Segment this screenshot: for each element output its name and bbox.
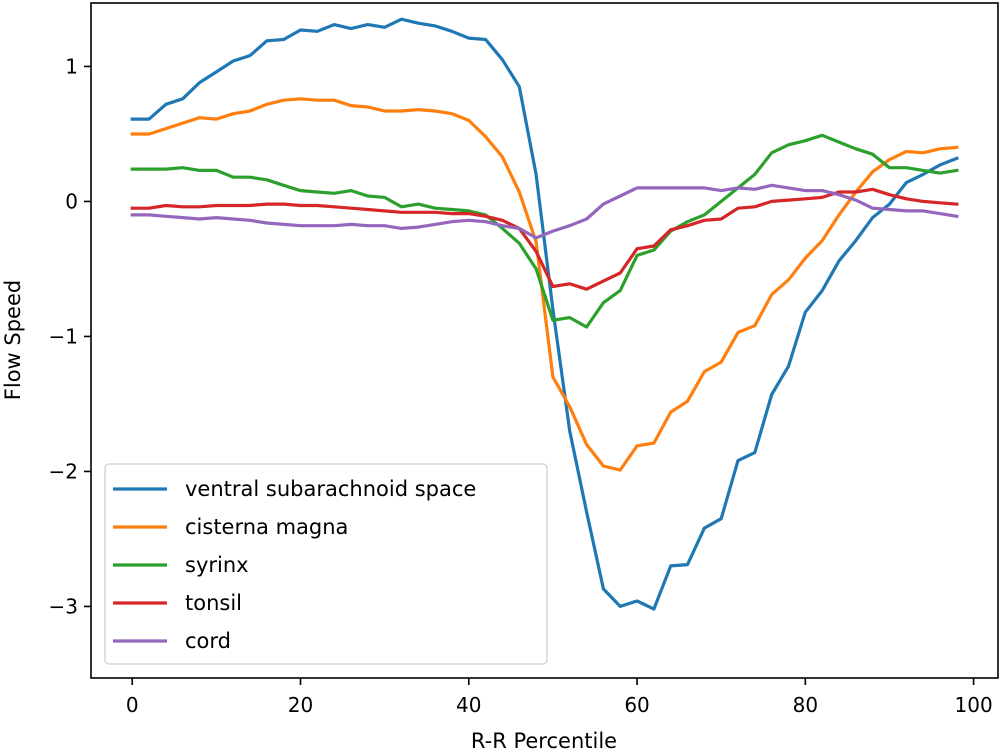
legend-label-2: syrinx xyxy=(185,553,249,577)
legend: ventral subarachnoid space cisterna magna… xyxy=(104,463,548,665)
series-line-4 xyxy=(130,183,959,240)
x-tick-label: 100 xyxy=(955,693,993,717)
x-axis-label: R-R Percentile xyxy=(471,729,617,752)
plot-frame xyxy=(90,2,999,679)
series-line-1 xyxy=(130,97,959,472)
series-line-0 xyxy=(130,17,959,611)
legend-label-4: cord xyxy=(185,629,231,653)
y-tick-label: −3 xyxy=(49,594,78,618)
x-tick-label: 0 xyxy=(126,693,139,717)
y-tick-label: −2 xyxy=(49,459,78,483)
legend-box xyxy=(104,463,548,665)
series-lines xyxy=(130,17,959,611)
y-tick-label: 1 xyxy=(65,54,78,78)
legend-label-3: tonsil xyxy=(185,591,242,615)
x-tick-label: 40 xyxy=(456,693,481,717)
y-tick-label: −1 xyxy=(49,324,78,348)
series-line-2 xyxy=(130,133,959,329)
x-tick-label: 60 xyxy=(624,693,649,717)
x-axis-ticks: 0 20 40 60 80 100 xyxy=(126,678,993,717)
y-tick-label: 0 xyxy=(65,189,78,213)
y-axis-label: Flow Speed xyxy=(1,280,25,400)
y-axis-ticks: 1 0 −1 −2 −3 xyxy=(49,54,91,618)
x-tick-label: 20 xyxy=(288,693,313,717)
legend-label-0: ventral subarachnoid space xyxy=(185,477,476,501)
legend-label-1: cisterna magna xyxy=(185,515,348,539)
series-line-3 xyxy=(130,187,959,291)
x-tick-label: 80 xyxy=(793,693,818,717)
